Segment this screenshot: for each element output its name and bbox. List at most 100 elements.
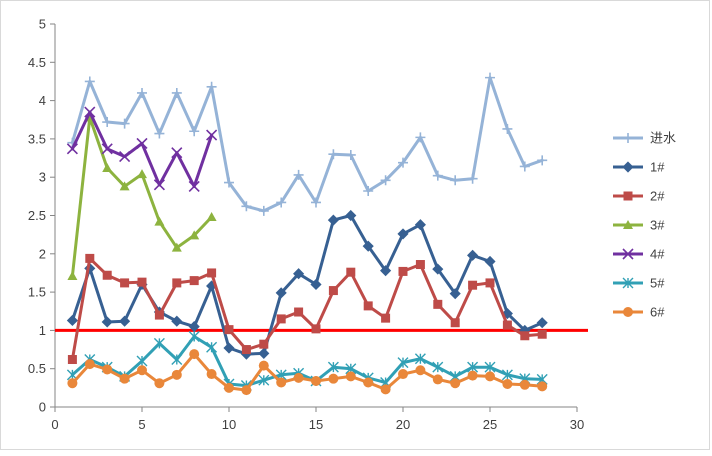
legend-entry-5: 4# (613, 247, 665, 262)
series-7-point (380, 384, 391, 395)
series-2-point (345, 209, 357, 222)
series-5-group (66, 106, 218, 192)
series-1-point (363, 185, 374, 196)
legend-entry-1: 进水 (613, 131, 676, 146)
series-3-point (67, 355, 77, 365)
y-tick-label: 1 (39, 323, 46, 338)
series-2-point (467, 249, 479, 261)
series-7-point (502, 379, 513, 390)
series-1-group (67, 72, 548, 216)
series-1-point (415, 132, 426, 143)
x-tick-label: 25 (483, 417, 497, 432)
legend-entry-3: 2# (613, 189, 665, 204)
series-2-point (171, 315, 183, 327)
series-1-point (345, 149, 356, 160)
series-3-point (398, 266, 408, 276)
series-3-line (70, 256, 544, 361)
legend-entry-4-label: 3# (650, 218, 665, 233)
series-1-point (84, 76, 95, 87)
series-2-point (223, 342, 235, 354)
series-1-point (102, 117, 113, 128)
series-6-point (397, 357, 409, 369)
series-6-line (70, 335, 544, 388)
legend-entry-5-label: 4# (650, 247, 665, 262)
series-2-point (536, 317, 548, 329)
x-tick-label: 30 (570, 417, 584, 432)
series-1-point (171, 87, 182, 98)
series-2-point (380, 265, 392, 277)
series-2-point (449, 288, 461, 300)
series-7-point (206, 369, 217, 380)
legend-entry-1-marker (623, 133, 633, 143)
series-1-point (119, 118, 130, 129)
y-tick-label: 0.5 (28, 361, 46, 376)
legend-entry-7-label: 6# (650, 305, 665, 320)
series-6-point (501, 369, 513, 381)
series-2-point (66, 314, 78, 327)
series-4-point (119, 181, 130, 191)
series-1-point (258, 205, 269, 216)
series-7-line (70, 352, 544, 392)
series-2-point (397, 228, 409, 240)
y-tick-label: 3 (39, 170, 46, 185)
series-7-point (398, 369, 408, 380)
series-3-group (67, 253, 547, 365)
x-tick-label: 20 (396, 417, 410, 432)
series-1-point (276, 197, 287, 208)
legend-entry-6: 5# (613, 276, 665, 291)
series-4-point (189, 230, 200, 240)
series-2-point (327, 214, 339, 226)
series-7-point (171, 369, 182, 380)
series-3-point (520, 331, 530, 341)
series-7-point (519, 379, 530, 390)
series-7-group (67, 349, 548, 396)
series-2-point (293, 268, 305, 280)
series-7-point (345, 371, 356, 382)
series-7-point (311, 375, 321, 386)
series-2-point (310, 278, 322, 291)
series-1-point (241, 201, 252, 212)
series-1-point (537, 155, 548, 166)
series-1-point (519, 161, 530, 172)
series-3-point (102, 270, 112, 280)
series-5-point (119, 150, 131, 163)
series-2-point (275, 287, 287, 299)
series-1-point (467, 173, 478, 184)
series-6-point (327, 361, 339, 373)
series-3-point (207, 268, 217, 278)
series-7-point (84, 359, 95, 370)
series-4-point (154, 216, 165, 226)
legend-entry-7: 6# (613, 305, 665, 320)
series-7-point (224, 382, 234, 393)
series-6-point (206, 341, 218, 353)
series-1-point (206, 81, 217, 92)
series-1-point (432, 170, 443, 181)
series-1-point (293, 169, 304, 180)
series-3-point (433, 299, 443, 309)
series-3-point (120, 278, 130, 288)
series-7-point (154, 378, 165, 389)
series-2-point (432, 263, 444, 275)
series-5-point (101, 143, 113, 155)
series-3-point (328, 286, 338, 296)
series-7-point (485, 371, 495, 382)
series-7-point (328, 373, 339, 384)
series-7-point (241, 385, 252, 396)
series-1-point (311, 197, 321, 208)
series-3-point (85, 253, 95, 263)
legend-entry-6-marker (622, 277, 634, 289)
series-2-point (362, 240, 374, 252)
series-3-point (363, 301, 373, 311)
series-6-point (484, 361, 496, 373)
series-7-point (276, 377, 287, 388)
series-6-point (414, 353, 426, 365)
series-4-point (206, 212, 217, 222)
series-7-point (537, 381, 548, 392)
legend-entry-1-label: 进水 (650, 131, 676, 146)
series-7-point (293, 372, 304, 383)
series-5-point (206, 129, 218, 141)
series-6-point (136, 355, 148, 367)
series-7-point (258, 360, 269, 371)
series-1-point (189, 126, 200, 137)
